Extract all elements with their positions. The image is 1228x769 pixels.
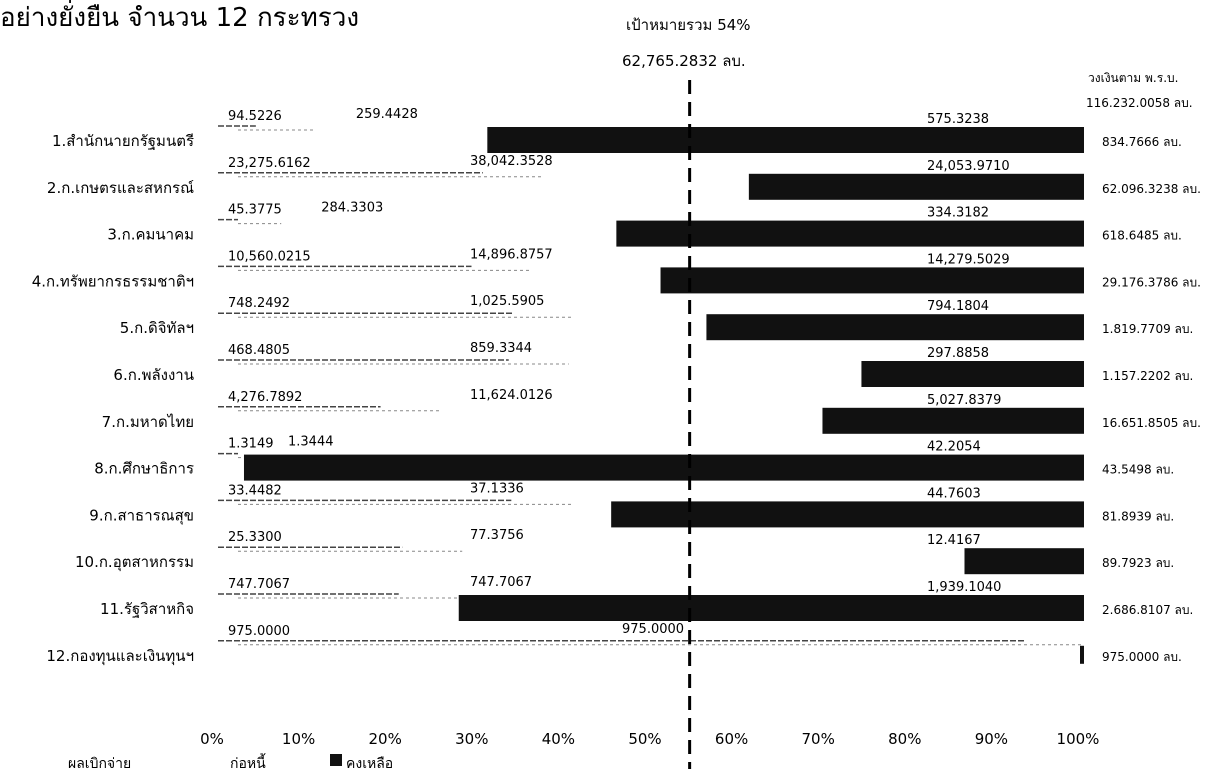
x-tick-label: 60% [715, 730, 748, 748]
x-tick-label: 50% [628, 730, 661, 748]
obligated-value: 859.3344 [470, 341, 532, 356]
remaining-bar [748, 173, 1084, 200]
remaining-value: 5,027.8379 [927, 393, 1001, 408]
x-tick-label: 100% [1057, 730, 1100, 748]
x-tick-label: 10% [282, 730, 315, 748]
category-label: 12.กองทุนและเงินทุนฯ [46, 647, 194, 666]
x-tick-label: 90% [975, 730, 1008, 748]
budget-total: 116.232.0058 ลบ. [1086, 96, 1193, 110]
paid-value: 94.5226 [228, 109, 282, 124]
chart-title: อย่างยั่งยืน จำนวน 12 กระทรวง [0, 0, 359, 33]
budget-value: 62.096.3238 ลบ. [1102, 182, 1201, 196]
category-label: 9.ก.สาธารณสุข [89, 506, 194, 525]
budget-value: 29.176.3786 ลบ. [1102, 275, 1201, 289]
remaining-bar [611, 501, 1084, 528]
category-label: 6.ก.พลังงาน [113, 366, 194, 384]
x-tick-label: 80% [888, 730, 921, 748]
remaining-value: 44.7603 [927, 486, 981, 501]
remaining-value: 14,279.5029 [927, 252, 1010, 267]
remaining-value: 297.8858 [927, 346, 989, 361]
obligated-value: 284.3303 [321, 201, 383, 216]
category-label: 3.ก.คมนาคม [107, 226, 194, 244]
remaining-value: 575.3238 [927, 112, 989, 127]
category-label: 4.ก.ทรัพยากรธรรมชาติฯ [32, 272, 194, 290]
category-label: 10.ก.อุตสาหกรรม [75, 553, 194, 572]
category-label: 1.สำนักนายกรัฐมนตรี [52, 132, 194, 150]
budget-header: วงเงินตาม พ.ร.บ. [1088, 71, 1178, 85]
remaining-value: 24,053.9710 [927, 159, 1010, 174]
category-label: 2.ก.เกษตรและสหกรณ์ [47, 179, 194, 197]
category-label: 7.ก.มหาดไทย [102, 413, 194, 431]
budget-value: 1.157.2202 ลบ. [1102, 369, 1193, 383]
obligated-value: 37.1336 [470, 481, 524, 496]
legend-remaining: คงเหลือ [346, 756, 393, 769]
obligated-value: 11,624.0126 [470, 388, 553, 403]
paid-value: 33.4482 [228, 483, 282, 498]
remaining-value: 1,939.1040 [927, 580, 1001, 595]
obligated-value: 38,042.3528 [470, 154, 553, 169]
budget-value: 89.7923 ลบ. [1102, 556, 1174, 570]
remaining-bar [861, 361, 1084, 387]
legend-remaining-swatch [330, 754, 342, 766]
remaining-bar [706, 314, 1084, 341]
remaining-bar [458, 595, 1084, 621]
target-amount: 62,765.2832 ลบ. [622, 52, 746, 70]
x-tick-label: 20% [369, 730, 402, 748]
budget-value: 43.5498 ลบ. [1102, 463, 1174, 477]
x-tick-label: 30% [455, 730, 488, 748]
x-tick-label: 70% [802, 730, 835, 748]
paid-value: 45.3775 [228, 203, 282, 218]
remaining-bar [487, 127, 1084, 153]
remaining-bar [964, 548, 1084, 575]
remaining-bar [616, 220, 1084, 247]
paid-value: 747.7067 [228, 577, 290, 592]
budget-value: 618.6485 ลบ. [1102, 229, 1182, 243]
remaining-bar [1080, 645, 1084, 664]
remaining-value: 12.4167 [927, 533, 981, 548]
remaining-bar [243, 454, 1085, 481]
paid-value: 1.3149 [228, 437, 274, 452]
budget-value: 16.651.8505 ลบ. [1102, 416, 1201, 430]
target-label: เป้าหมายรวม 54% [626, 16, 751, 34]
obligated-value: 747.7067 [470, 575, 532, 590]
budget-value: 1.819.7709 ลบ. [1102, 322, 1193, 336]
budget-value: 834.7666 ลบ. [1102, 135, 1182, 149]
paid-value: 10,560.0215 [228, 249, 311, 264]
obligated-value: 259.4428 [356, 107, 418, 122]
obligated-value: 14,896.8757 [470, 247, 553, 262]
remaining-value: 334.3182 [927, 206, 989, 221]
paid-value: 748.2492 [228, 296, 290, 311]
obligated-value: 1,025.5905 [470, 294, 544, 309]
budget-value: 81.8939 ลบ. [1102, 509, 1174, 523]
paid-value: 468.4805 [228, 343, 290, 358]
remaining-value: 794.1804 [927, 299, 989, 314]
obligated-value: 975.0000 [622, 622, 684, 637]
remaining-bar [822, 407, 1084, 434]
category-label: 8.ก.ศึกษาธิการ [94, 460, 194, 478]
obligated-value: 1.3444 [288, 435, 334, 450]
category-label: 5.ก.ดิจิทัลฯ [120, 319, 194, 337]
paid-value: 4,276.7892 [228, 390, 302, 405]
x-tick-label: 40% [542, 730, 575, 748]
category-label: 11.รัฐวิสาหกิจ [100, 600, 194, 618]
paid-value: 975.0000 [228, 624, 290, 639]
budget-value: 2.686.8107 ลบ. [1102, 603, 1193, 617]
paid-value: 23,275.6162 [228, 156, 311, 171]
remaining-value: 42.2054 [927, 440, 981, 455]
paid-value: 25.3300 [228, 530, 282, 545]
budget-value: 975.0000 ลบ. [1102, 650, 1182, 664]
legend-paid: ผลเบิกจ่าย [68, 756, 131, 769]
legend-obligated: ก่อหนี้ [230, 753, 266, 769]
remaining-bar [660, 267, 1084, 294]
obligated-value: 77.3756 [470, 528, 524, 543]
x-tick-label: 0% [200, 730, 224, 748]
